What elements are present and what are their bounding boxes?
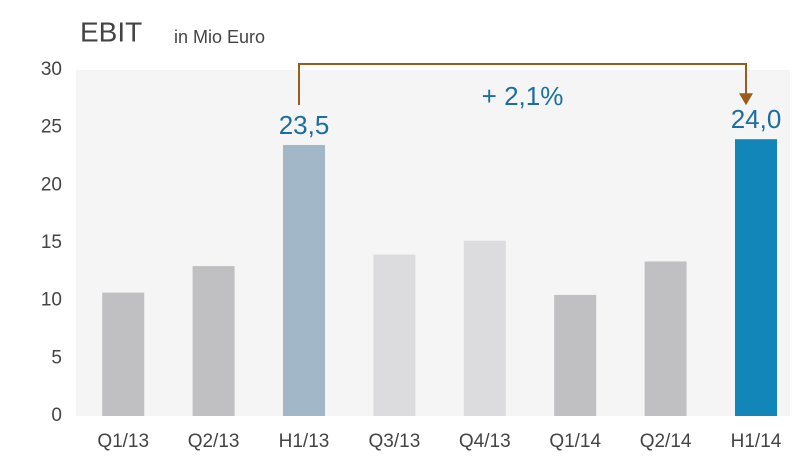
x-tick-label: H1/14 [731, 431, 782, 452]
bracket [298, 63, 747, 105]
x-tick-label: Q4/13 [459, 431, 511, 452]
y-tick-label: 25 [41, 117, 62, 138]
bar [373, 254, 416, 416]
x-tick-label: Q1/13 [97, 431, 149, 452]
bar [644, 261, 687, 416]
bar [463, 240, 506, 416]
annotation: + 2,1% [482, 81, 564, 111]
y-tick-label: 20 [41, 174, 62, 195]
bar [283, 144, 325, 416]
x-tick-label: H1/13 [279, 431, 330, 452]
x-tick-label: Q3/13 [369, 431, 421, 452]
bar [735, 139, 777, 416]
arrow-head [739, 93, 753, 106]
bar [192, 266, 235, 416]
x-tick-label: Q2/13 [188, 431, 240, 452]
x-tick-label: Q1/14 [549, 431, 601, 452]
chart-title: EBIT [80, 16, 142, 47]
y-tick-label: 0 [51, 405, 62, 426]
y-tick-label: 30 [41, 59, 62, 80]
bar [554, 294, 597, 416]
y-tick-label: 5 [51, 347, 62, 368]
y-tick-label: 15 [41, 232, 62, 253]
chart-subtitle: in Mio Euro [174, 27, 265, 47]
bar [102, 292, 145, 416]
value-label: 23,5 [279, 110, 330, 140]
y-tick-label: 10 [41, 290, 62, 311]
value-label: 24,0 [731, 104, 782, 134]
x-tick-label: Q2/14 [640, 431, 692, 452]
